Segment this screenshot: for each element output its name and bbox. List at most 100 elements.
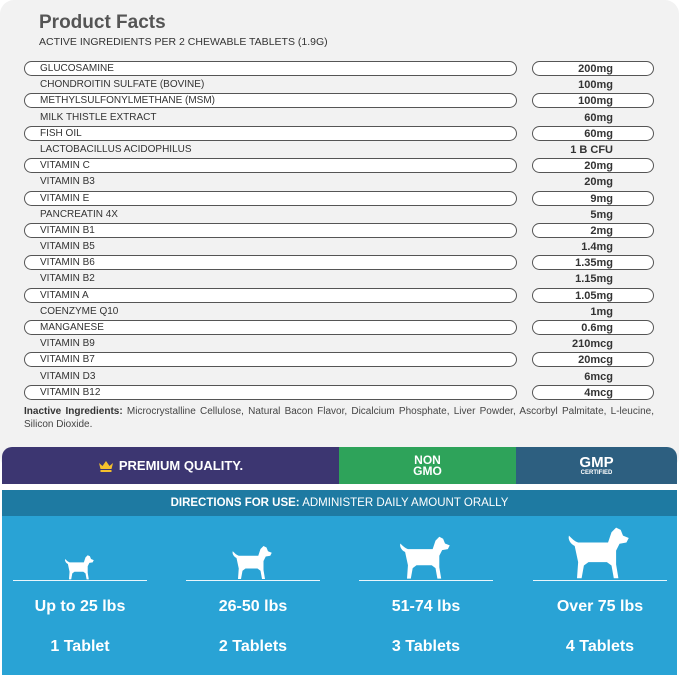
badges-bar: PREMIUM QUALITY. NON GMO GMP CERTIFIED [2, 447, 677, 484]
divider [359, 580, 493, 581]
dog-icon [400, 536, 450, 579]
ingredient-name: GLUCOSAMINE [24, 61, 517, 76]
dosage-column: 26-50 lbs 2 Tablets [183, 516, 323, 675]
ingredient-row: VITAMIN A 1.05mg [24, 287, 655, 303]
ingredient-row: VITAMIN B1 2mg [24, 222, 655, 238]
ingredient-amount: 1 B CFU [570, 143, 613, 156]
ingredients-list: GLUCOSAMINE 200mg CHONDROITIN SULFATE (BOV… [24, 60, 655, 400]
ingredient-amount: 20mcg [532, 352, 654, 368]
ingredient-name: VITAMIN B9 [40, 338, 95, 350]
ingredient-amount: 100mg [532, 93, 654, 109]
subtitle: ACTIVE INGREDIENTS PER 2 CHEWABLE TABLET… [39, 36, 328, 48]
ingredient-name: VITAMIN B3 [40, 176, 95, 188]
ingredient-name: VITAMIN B7 [24, 352, 517, 368]
page-title: Product Facts [39, 12, 166, 33]
dosage-column: Over 75 lbs 4 Tablets [530, 516, 670, 675]
dog-icon [568, 527, 629, 578]
ingredient-name: COENZYME Q10 [40, 305, 119, 317]
ingredient-amount: 20mg [584, 176, 613, 189]
directions-label: DIRECTIONS FOR USE: [170, 497, 300, 509]
ingredient-row: FISH OIL 60mg [24, 125, 655, 141]
ingredient-row: VITAMIN B2 1.15mg [24, 270, 655, 286]
tablet-count: 4 Tablets [565, 638, 635, 655]
ingredient-name: VITAMIN A [24, 287, 517, 303]
non-gmo-badge: NON GMO [339, 447, 516, 484]
ingredient-row: VITAMIN B6 1.35mg [24, 254, 655, 271]
ingredient-name: VITAMIN E [24, 190, 517, 206]
ingredient-row: VITAMIN B7 20mcg [24, 351, 655, 368]
inactive-label: Inactive Ingredients: [24, 406, 123, 417]
ingredient-name: VITAMIN B12 [24, 384, 517, 400]
ingredient-row: MILK THISTLE EXTRACT 60mg [24, 109, 655, 125]
inactive-text: Microcrystalline Cellulose, Natural Baco… [24, 406, 654, 430]
divider [13, 580, 147, 581]
ingredient-name: VITAMIN B6 [24, 255, 517, 271]
ingredient-amount: 60mg [532, 125, 654, 141]
ingredient-amount: 5mg [590, 208, 613, 221]
dosage-column: 51-74 lbs 3 Tablets [356, 516, 496, 675]
directions-bar: DIRECTIONS FOR USE: ADMINISTER DAILY AMO… [2, 490, 677, 516]
ingredient-name: MILK THISTLE EXTRACT [40, 111, 157, 123]
ingredient-row: LACTOBACILLUS ACIDOPHILUS 1 B CFU [24, 141, 655, 157]
product-facts-panel: Product Facts ACTIVE INGREDIENTS PER 2 C… [0, 0, 679, 470]
ingredient-amount: 2mg [532, 222, 654, 238]
tablet-count: 2 Tablets [218, 638, 288, 655]
ingredient-amount: 20mg [532, 158, 654, 174]
ingredient-amount: 0.6mg [532, 320, 654, 335]
ingredient-row: METHYLSULFONYLMETHANE (MSM) 100mg [24, 92, 655, 109]
ingredient-amount: 1.15mg [575, 273, 613, 286]
weight-range: Over 75 lbs [556, 598, 644, 615]
ingredient-name: VITAMIN B1 [24, 222, 517, 238]
ingredient-amount: 1.4mg [581, 241, 613, 254]
weight-range: 26-50 lbs [218, 598, 288, 615]
certified-label: CERTIFIED [580, 470, 613, 476]
ingredient-row: VITAMIN E 9mg [24, 190, 655, 206]
ingredient-row: PANCREATIN 4X 5mg [24, 206, 655, 222]
dosage-section: Up to 25 lbs 1 Tablet 26-50 lbs 2 Tablets 51… [2, 516, 677, 675]
ingredient-row: VITAMIN D3 6mcg [24, 368, 655, 384]
ingredient-name: FISH OIL [24, 125, 517, 141]
ingredient-name: MANGANESE [24, 320, 517, 335]
tablet-count: 1 Tablet [50, 638, 110, 655]
ingredient-amount: 6mcg [584, 370, 613, 383]
ingredient-row: VITAMIN C 20mg [24, 157, 655, 174]
non-label: NON [414, 452, 441, 467]
ingredient-name: VITAMIN C [24, 158, 517, 174]
ingredient-name: PANCREATIN 4X [40, 208, 118, 220]
premium-quality-badge: PREMIUM QUALITY. [2, 447, 339, 484]
dog-icon [65, 554, 94, 579]
ingredient-row: COENZYME Q10 1mg [24, 303, 655, 319]
ingredient-amount: 1.05mg [532, 287, 654, 303]
ingredient-amount: 1mg [590, 305, 613, 318]
divider [186, 580, 320, 581]
ingredient-amount: 100mg [578, 79, 613, 92]
ingredient-amount: 60mg [584, 111, 613, 124]
ingredient-name: VITAMIN D3 [40, 370, 96, 382]
gmo-label: GMO [413, 463, 442, 478]
premium-label: PREMIUM QUALITY. [118, 458, 244, 473]
weight-range: Up to 25 lbs [34, 598, 126, 615]
ingredient-name: VITAMIN B2 [40, 273, 95, 285]
directions-text: ADMINISTER DAILY AMOUNT ORALLY [299, 497, 509, 509]
ingredient-row: CHONDROITIN SULFATE (BOVINE) 100mg [24, 76, 655, 92]
ingredient-name: LACTOBACILLUS ACIDOPHILUS [40, 143, 192, 155]
ingredient-amount: 4mcg [532, 384, 654, 400]
ingredient-amount: 210mcg [572, 338, 613, 351]
ingredient-row: VITAMIN B12 4mcg [24, 384, 655, 400]
divider [533, 580, 667, 581]
gmp-label: GMP [579, 454, 614, 471]
dog-icon [232, 545, 272, 579]
ingredient-name: VITAMIN B5 [40, 241, 95, 253]
ingredient-row: VITAMIN B3 20mg [24, 173, 655, 189]
tablet-count: 3 Tablets [391, 638, 461, 655]
weight-range: 51-74 lbs [391, 598, 461, 615]
inactive-ingredients: Inactive Ingredients: Microcrystalline C… [24, 405, 654, 431]
ingredient-row: MANGANESE 0.6mg [24, 319, 655, 335]
ingredient-amount: 1.35mg [532, 255, 654, 271]
ingredient-name: CHONDROITIN SULFATE (BOVINE) [40, 79, 205, 91]
ingredient-row: VITAMIN B5 1.4mg [24, 238, 655, 254]
ingredient-row: VITAMIN B9 210mcg [24, 335, 655, 351]
ingredient-amount: 9mg [532, 190, 654, 206]
ingredient-row: GLUCOSAMINE 200mg [24, 60, 655, 76]
ingredient-name: METHYLSULFONYLMETHANE (MSM) [24, 93, 517, 109]
